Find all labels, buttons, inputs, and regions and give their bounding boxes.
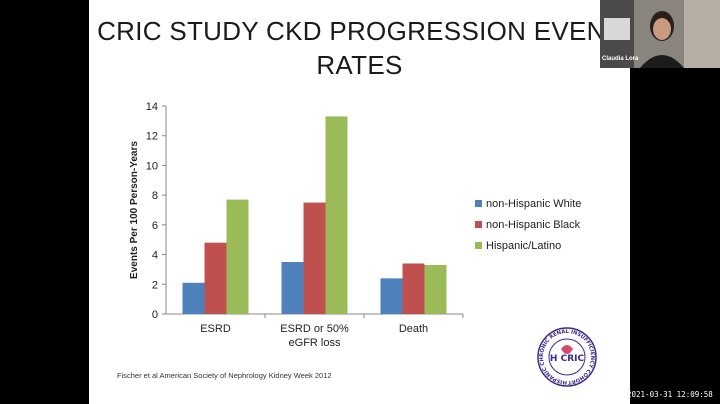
- bar-2-2: [424, 264, 447, 314]
- x-tick-label: Death: [399, 323, 428, 335]
- y-tick-label: 0: [152, 309, 158, 321]
- legend-label: non-Hispanic White: [486, 198, 581, 210]
- recording-timestamp: 2021-03-31 12:09:58: [627, 390, 713, 399]
- y-tick-label: 12: [146, 131, 158, 143]
- x-tick-label: ESRD or 50%: [280, 323, 349, 335]
- x-tick-label: eGFR loss: [289, 337, 341, 349]
- bar-0-2: [380, 278, 403, 314]
- y-tick-label: 14: [146, 101, 158, 113]
- legend-swatch: [475, 221, 482, 228]
- y-tick-label: 10: [146, 160, 158, 172]
- bar-0-0: [182, 282, 205, 314]
- participant-video: [600, 0, 720, 68]
- slide-title-line1: CRIC STUDY CKD PROGRESSION EVENT: [97, 16, 622, 46]
- slide-title: CRIC STUDY CKD PROGRESSION EVENT RATES: [89, 14, 630, 82]
- bar-1-1: [303, 202, 326, 314]
- x-tick-label: ESRD: [200, 323, 231, 335]
- y-tick-label: 4: [152, 250, 158, 262]
- slide-title-line2: RATES: [316, 50, 403, 80]
- hcric-logo: HISPANIC CHRONIC RENAL INSUFFICIENCY COH…: [537, 327, 597, 387]
- legend-label: non-Hispanic Black: [486, 219, 581, 231]
- bar-1-0: [204, 242, 227, 314]
- webcam-tile[interactable]: Claudia Lora: [600, 0, 720, 68]
- bar-1-2: [402, 263, 425, 314]
- y-tick-label: 2: [152, 279, 158, 291]
- participant-name: Claudia Lora: [602, 56, 639, 62]
- logo-text: H CRIC: [550, 354, 585, 364]
- y-tick-label: 8: [152, 190, 158, 202]
- bar-chart: 0 2 4 6 8 10 12 14 Events Per 100 Person-Years ES…: [129, 101, 581, 349]
- presentation-slide: CRIC STUDY CKD PROGRESSION EVENT RATES 0…: [89, 0, 630, 404]
- legend-swatch: [475, 242, 482, 249]
- citation-text: Fischer et al American Society of Nephro…: [117, 371, 332, 380]
- bar-0-1: [281, 262, 304, 314]
- bar-2-0: [226, 199, 249, 314]
- legend-label: Hispanic/Latino: [486, 240, 561, 252]
- legend-swatch: [475, 200, 482, 207]
- bar-2-1: [325, 116, 348, 315]
- y-axis-label: Events Per 100 Person-Years: [129, 141, 140, 279]
- y-tick-label: 6: [152, 220, 158, 232]
